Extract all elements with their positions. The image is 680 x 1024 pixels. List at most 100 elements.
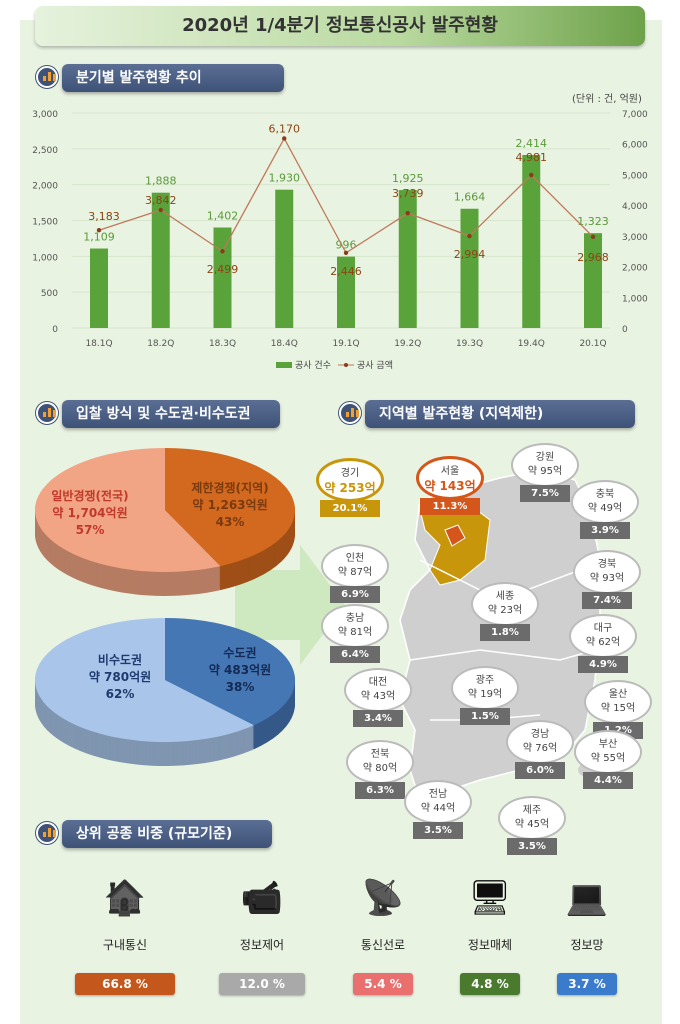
region-name: 경남 — [530, 729, 550, 740]
region-pct-badge: 4.9% — [578, 656, 628, 673]
pie-label-name: 수도권 — [223, 646, 257, 660]
pie-label-amount: 약 780억원 — [88, 670, 152, 684]
region-pct-badge: 6.4% — [330, 646, 380, 663]
work-pct-badge: 12.0 % — [219, 973, 305, 995]
region-callout: 강원 약 95억 — [511, 443, 579, 487]
region-pct-badge: 7.5% — [520, 485, 570, 502]
pie-label-amount: 약 1,263억원 — [192, 498, 268, 512]
bar — [90, 248, 108, 328]
legend-line-marker — [344, 363, 348, 367]
x-tick: 18.3Q — [209, 339, 236, 349]
bar — [398, 190, 417, 328]
work-pct-badge: 3.7 % — [557, 973, 617, 995]
region-amount: 약 81억 — [337, 627, 373, 638]
legend-bar-label: 공사 건수 — [295, 360, 331, 371]
region-pct-badge: 6.0% — [515, 762, 565, 779]
page-title: 2020년 1/4분기 정보통신공사 발주현황 — [35, 6, 645, 46]
work-label: 정보매체 — [467, 938, 513, 952]
x-tick: 18.4Q — [271, 339, 298, 349]
bar — [151, 192, 170, 328]
line-point — [590, 234, 596, 240]
pie-slice — [34, 448, 221, 572]
x-tick: 19.3Q — [456, 339, 483, 349]
pie-slice — [34, 618, 254, 742]
region-amount: 약 44억 — [420, 803, 456, 814]
region-amount: 약 55억 — [590, 753, 626, 764]
x-tick: 18.2Q — [147, 339, 174, 349]
line-label: 3,739 — [392, 187, 424, 200]
region-pct-badge: 3.5% — [413, 822, 463, 839]
bar — [275, 189, 294, 328]
building-network-icon: 🏠 — [103, 878, 147, 918]
region-callout: 부산 약 55억 — [574, 730, 642, 774]
line-point — [405, 210, 410, 216]
region-amount: 약 62억 — [585, 637, 621, 648]
line-label: 3,842 — [145, 194, 177, 207]
line-point — [343, 250, 349, 256]
section-header-bid: 입찰 방식 및 수도권·비수도권 — [62, 400, 280, 428]
region-name: 전북 — [370, 749, 390, 760]
region-callout: 울산 약 15억 — [584, 680, 652, 724]
x-tick: 19.1Q — [332, 339, 359, 349]
work-label: 정보망 — [570, 938, 604, 952]
section-header-trend: 분기별 발주현황 추이 — [62, 64, 284, 92]
pie-label-name: 일반경쟁(전국) — [51, 489, 129, 503]
region-amount: 약 143억 — [424, 479, 476, 493]
region-name: 제주 — [522, 805, 542, 816]
region-pct-badge: 6.9% — [330, 586, 380, 603]
chart-icon — [36, 402, 58, 424]
line-point — [158, 207, 163, 213]
pie-label-amount: 약 1,704억원 — [52, 506, 128, 520]
line-point — [529, 172, 534, 178]
region-amount: 약 80억 — [362, 763, 398, 774]
region-callout: 대전 약 43억 — [344, 668, 412, 712]
section-header-region: 지역별 발주현황 (지역제한) — [365, 400, 635, 428]
pie-label-name: 제한경쟁(지역) — [191, 481, 269, 495]
y-left-tick: 3,000 — [32, 110, 58, 120]
region-callout: 충남 약 81억 — [321, 604, 389, 648]
region-amount: 약 43억 — [360, 691, 396, 702]
work-pct-badge: 66.8 % — [75, 973, 175, 995]
region-pct-badge: 3.9% — [580, 522, 630, 539]
y-left-tick: 1,500 — [32, 218, 58, 228]
region-amount: 약 76억 — [522, 743, 558, 754]
x-tick: 20.1Q — [579, 339, 606, 349]
chart-icon — [339, 402, 361, 424]
line-label: 2,968 — [577, 251, 609, 264]
region-pct-badge: 1.8% — [480, 624, 530, 641]
y-right-tick: 7,000 — [622, 110, 648, 120]
y-left-tick: 500 — [41, 289, 58, 299]
pie-label: 비수도권 약 780억원 62% — [89, 652, 151, 703]
y-right-tick: 4,000 — [622, 202, 648, 212]
network-computers-icon: 💻 — [565, 878, 609, 918]
bar — [460, 208, 479, 328]
region-pct-badge: 11.3% — [420, 498, 480, 515]
region-pct-badge: 3.5% — [507, 838, 557, 855]
region-pct-badge: 4.4% — [583, 772, 633, 789]
region-callout: 경기 약 253억 — [316, 458, 384, 502]
y-left-tick: 2,000 — [32, 182, 58, 192]
region-callout: 광주 약 19억 — [451, 666, 519, 710]
bar-label: 1,109 — [83, 231, 115, 244]
region-pct-badge: 3.4% — [353, 710, 403, 727]
region-callout: 제주 약 45억 — [498, 796, 566, 840]
router-line-icon: 📡 — [361, 878, 405, 918]
region-callout: 대구 약 62억 — [569, 614, 637, 658]
y-right-tick: 0 — [622, 325, 628, 335]
x-tick: 19.4Q — [518, 339, 545, 349]
region-name: 세종 — [495, 591, 515, 602]
region-pct-badge: 1.5% — [460, 708, 510, 725]
region-name: 전남 — [428, 789, 448, 800]
pie-label: 제한경쟁(지역) 약 1,263억원 43% — [191, 480, 268, 531]
line-point — [220, 249, 225, 254]
region-amount: 약 15억 — [600, 703, 636, 714]
region-pct-badge: 20.1% — [320, 500, 380, 517]
region-name: 강원 — [535, 452, 555, 463]
region-callout: 인천 약 87억 — [321, 544, 389, 588]
bar-label: 1,664 — [454, 191, 486, 204]
bar — [213, 227, 232, 328]
line-label: 2,446 — [330, 265, 362, 278]
region-callout: 서울 약 143억 — [416, 456, 484, 500]
region-callout: 충북 약 49억 — [571, 480, 639, 524]
line-point — [96, 228, 102, 233]
